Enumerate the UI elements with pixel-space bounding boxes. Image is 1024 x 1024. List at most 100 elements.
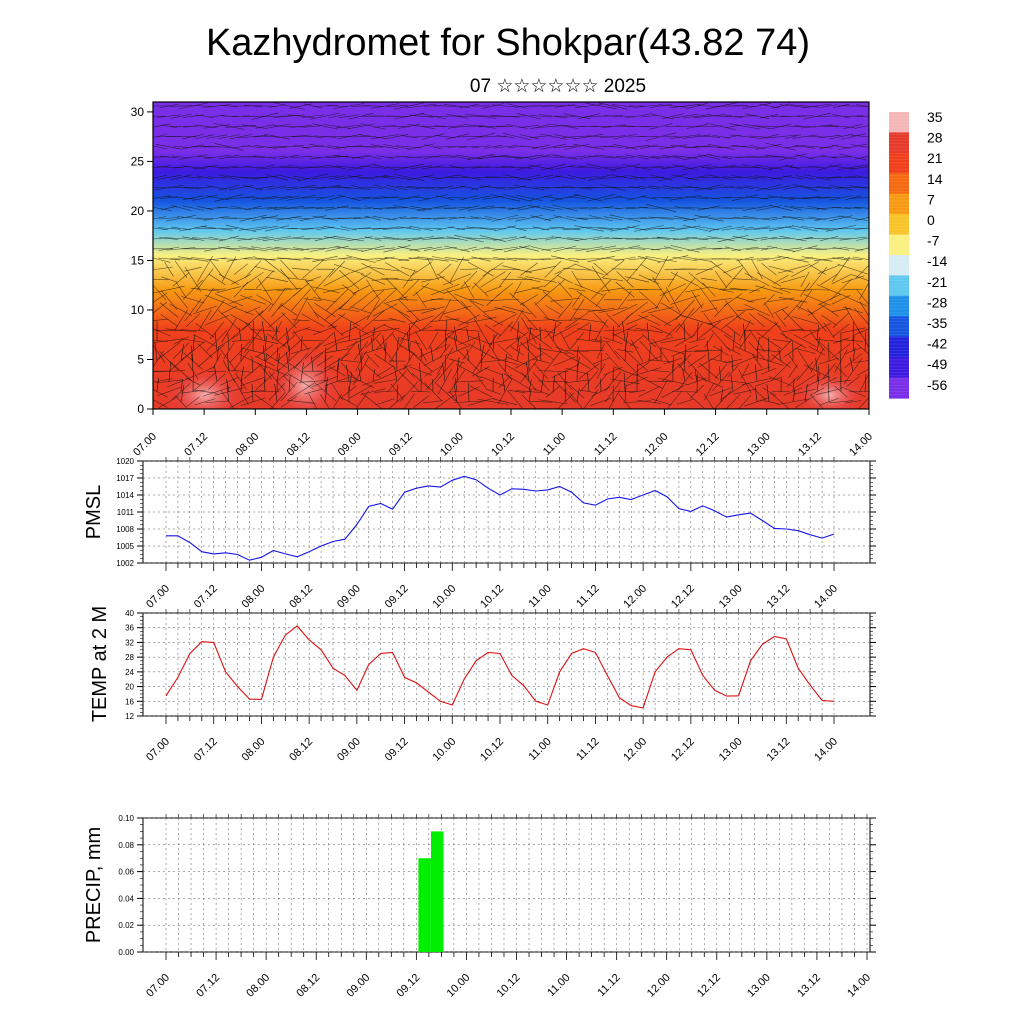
colorbar-label: 7: [927, 191, 935, 207]
heatmap-x-tick-label: 12.00: [643, 431, 671, 459]
heatmap-x-tick-label: 11.12: [592, 431, 619, 458]
x-tick-label: 08.12: [294, 972, 322, 1000]
x-tick-label: 13.12: [764, 736, 792, 764]
x-tick-label: 08.00: [240, 583, 268, 611]
y-tick-label: 32: [125, 638, 134, 647]
heatmap-x-tick-label: 08.00: [233, 431, 261, 459]
x-tick-label: 10.12: [478, 583, 506, 611]
x-tick-label: 13.12: [764, 583, 792, 611]
x-tick-label: 08.00: [244, 972, 272, 1000]
y-tick-label: 0.00: [118, 948, 134, 957]
x-tick-label: 10.00: [430, 583, 458, 611]
x-tick-label: 08.12: [287, 583, 315, 611]
y-tick-label: 1002: [116, 559, 134, 568]
panel-y-label: PRECIP, mm: [83, 827, 105, 943]
temperature-panel: 12 16 20 24 28 32 36 40 07.00 07.12 08.00 08.12 09.0…: [89, 606, 876, 764]
x-tick-label: 08.00: [240, 736, 268, 764]
panel-y-label: PMSL: [83, 485, 105, 539]
x-tick-label: 07.12: [192, 736, 220, 764]
x-tick-label: 07.12: [194, 972, 222, 1000]
x-tick-label: 11.00: [526, 583, 553, 610]
x-tick-label: 12.00: [645, 972, 673, 1000]
x-tick-label: 11.00: [545, 972, 572, 999]
x-tick-label: 08.12: [287, 736, 315, 764]
panel-y-label: TEMP at 2 M: [89, 606, 111, 722]
x-tick-label: 13.00: [745, 972, 773, 1000]
y-tick-label: 0.02: [118, 921, 134, 930]
x-tick-label: 12.00: [621, 736, 649, 764]
panel-frame: [142, 817, 871, 953]
heatmap-y-tick-label: 25: [131, 154, 145, 168]
colorbar-label: -56: [927, 377, 947, 393]
x-tick-label: 12.12: [669, 583, 697, 611]
x-tick-label: 12.00: [621, 583, 649, 611]
heatmap-y-tick-label: 15: [131, 253, 145, 267]
x-tick-label: 10.12: [478, 736, 506, 764]
x-tick-label: 13.00: [717, 583, 745, 611]
heatmap-y-tick-label: 20: [131, 204, 145, 218]
x-tick-label: 14.00: [845, 972, 873, 1000]
warm-cores: [160, 343, 869, 409]
y-tick-label: 36: [125, 624, 134, 633]
colorbar-swatch: [889, 275, 909, 297]
heatmap-x-tick-label: 10.12: [489, 431, 517, 459]
y-tick-label: 0.06: [118, 868, 134, 877]
page-subtitle: 07 ☆☆☆☆☆☆ 2025: [470, 76, 646, 97]
y-tick-label: 1017: [116, 474, 134, 483]
heatmap-x-tick-label: 11.00: [541, 431, 568, 458]
colorbar-swatch: [889, 336, 909, 358]
x-tick-label: 12.12: [669, 736, 697, 764]
colorbar-swatch: [889, 152, 909, 174]
x-tick-label: 10.00: [445, 972, 473, 1000]
y-tick-label: 16: [125, 697, 134, 706]
x-tick-label: 11.00: [526, 736, 553, 763]
x-tick-label: 07.00: [144, 583, 172, 611]
colorbar-swatch: [889, 357, 909, 379]
heatmap-x-tick-label: 14.00: [847, 431, 875, 459]
panel-frame: [142, 460, 871, 564]
colorbar-swatch: [889, 377, 909, 399]
x-tick-label: 14.00: [812, 736, 840, 764]
y-tick-label: 1005: [116, 542, 134, 551]
colorbar-label: -21: [927, 274, 947, 290]
precipitation-panel: 0.00 0.02 0.04 0.06 0.08 0.10 07.00 07.12 08.00 0…: [83, 814, 876, 1000]
colorbar-swatch: [889, 295, 909, 317]
y-tick-label: 24: [125, 668, 134, 677]
colorbar-swatch: [889, 112, 909, 134]
colorbar-swatch: [889, 193, 909, 215]
y-tick-label: 1020: [116, 457, 134, 466]
x-tick-label: 07.00: [144, 736, 172, 764]
pmsl-panel: 1002 1005 1008 1011 1014 1017 1020 07.00 07.12 08…: [83, 457, 876, 611]
heatmap-x-tick-label: 13.12: [796, 431, 824, 459]
y-tick-label: 1008: [116, 525, 134, 534]
colorbar-label: -49: [927, 356, 947, 372]
series-line: [165, 625, 835, 709]
colorbar-swatch: [889, 234, 909, 256]
colorbar-label: 28: [927, 130, 943, 146]
y-tick-label: 0.04: [118, 894, 134, 903]
cross-section-panel: 0 5 10 15 20 25 30 07.00 07.12 08.00 08.12 09.00 09.…: [131, 101, 947, 459]
x-tick-label: 09.00: [335, 583, 363, 611]
y-tick-label: 28: [125, 653, 134, 662]
colorbar-label: -28: [927, 294, 947, 310]
colorbar-swatch: [889, 255, 909, 277]
series-line: [166, 475, 835, 561]
colorbar-swatch: [889, 214, 909, 236]
colorbar-label: 14: [927, 171, 943, 187]
heatmap-x-tick-label: 13.00: [745, 431, 773, 459]
colorbar-label: -14: [927, 253, 947, 269]
x-tick-label: 11.12: [595, 972, 622, 999]
heatmap-x-tick-label: 09.00: [336, 431, 364, 459]
y-tick-label: 12: [125, 712, 134, 721]
wind-streamlines: [153, 102, 869, 409]
colorbar-label: -42: [927, 336, 947, 352]
x-tick-label: 09.00: [335, 736, 363, 764]
x-tick-label: 13.12: [795, 972, 823, 1000]
precip-bar: [418, 858, 431, 952]
page-title: Kazhydromet for Shokpar(43.82 74): [206, 22, 810, 64]
heatmap-x-tick-label: 10.00: [438, 431, 466, 459]
x-tick-label: 10.00: [430, 736, 458, 764]
x-tick-label: 14.00: [812, 583, 840, 611]
y-tick-label: 0.08: [118, 841, 134, 850]
